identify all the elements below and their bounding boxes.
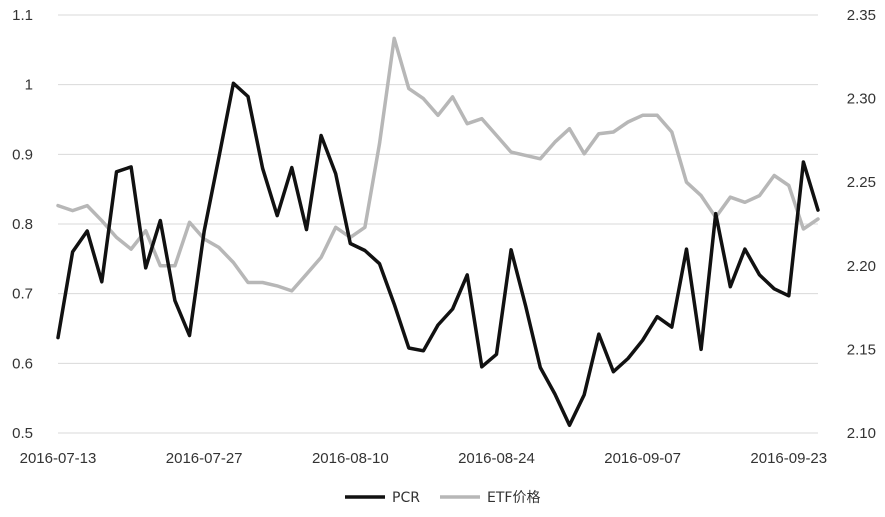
x-tick-label: 2016-07-27: [166, 450, 243, 467]
series-line-pcr: [56, 81, 820, 428]
right-tick-label: 2.20: [847, 258, 876, 275]
left-tick-label: 0.5: [12, 425, 33, 442]
left-tick-label: 1: [25, 77, 33, 94]
right-axis-ticks: 2.10 2.15 2.20 2.25 2.30 2.35: [847, 7, 876, 442]
left-axis-ticks: 0.5 0.6 0.7 0.8 0.9 1 1.1: [12, 7, 33, 442]
left-tick-label: 1.1: [12, 7, 33, 24]
right-tick-label: 2.25: [847, 174, 876, 191]
series-line-etf-price: [56, 36, 820, 293]
gridlines: [58, 14, 818, 434]
right-tick-label: 2.35: [847, 7, 876, 24]
x-tick-label: 2016-08-24: [458, 450, 535, 467]
left-tick-label: 0.7: [12, 286, 33, 303]
legend-label-etf-price: ETF价格: [487, 490, 540, 506]
right-tick-label: 2.10: [847, 425, 876, 442]
x-tick-label: 2016-08-10: [312, 450, 389, 467]
x-axis-ticks: 2016-07-13 2016-07-27 2016-08-10 2016-08-24…: [20, 450, 828, 467]
right-tick-label: 2.15: [847, 341, 876, 358]
series-layer: [56, 36, 820, 428]
x-tick-label: 2016-07-13: [20, 450, 97, 467]
legend-label-pcr: PCR: [392, 490, 420, 506]
x-tick-label: 2016-09-23: [750, 450, 827, 467]
left-tick-label: 0.8: [12, 216, 33, 233]
x-tick-label: 2016-09-07: [604, 450, 681, 467]
right-tick-label: 2.30: [847, 91, 876, 108]
left-tick-label: 0.9: [12, 146, 33, 163]
legend: PCR ETF价格: [345, 490, 540, 506]
left-tick-label: 0.6: [12, 355, 33, 372]
